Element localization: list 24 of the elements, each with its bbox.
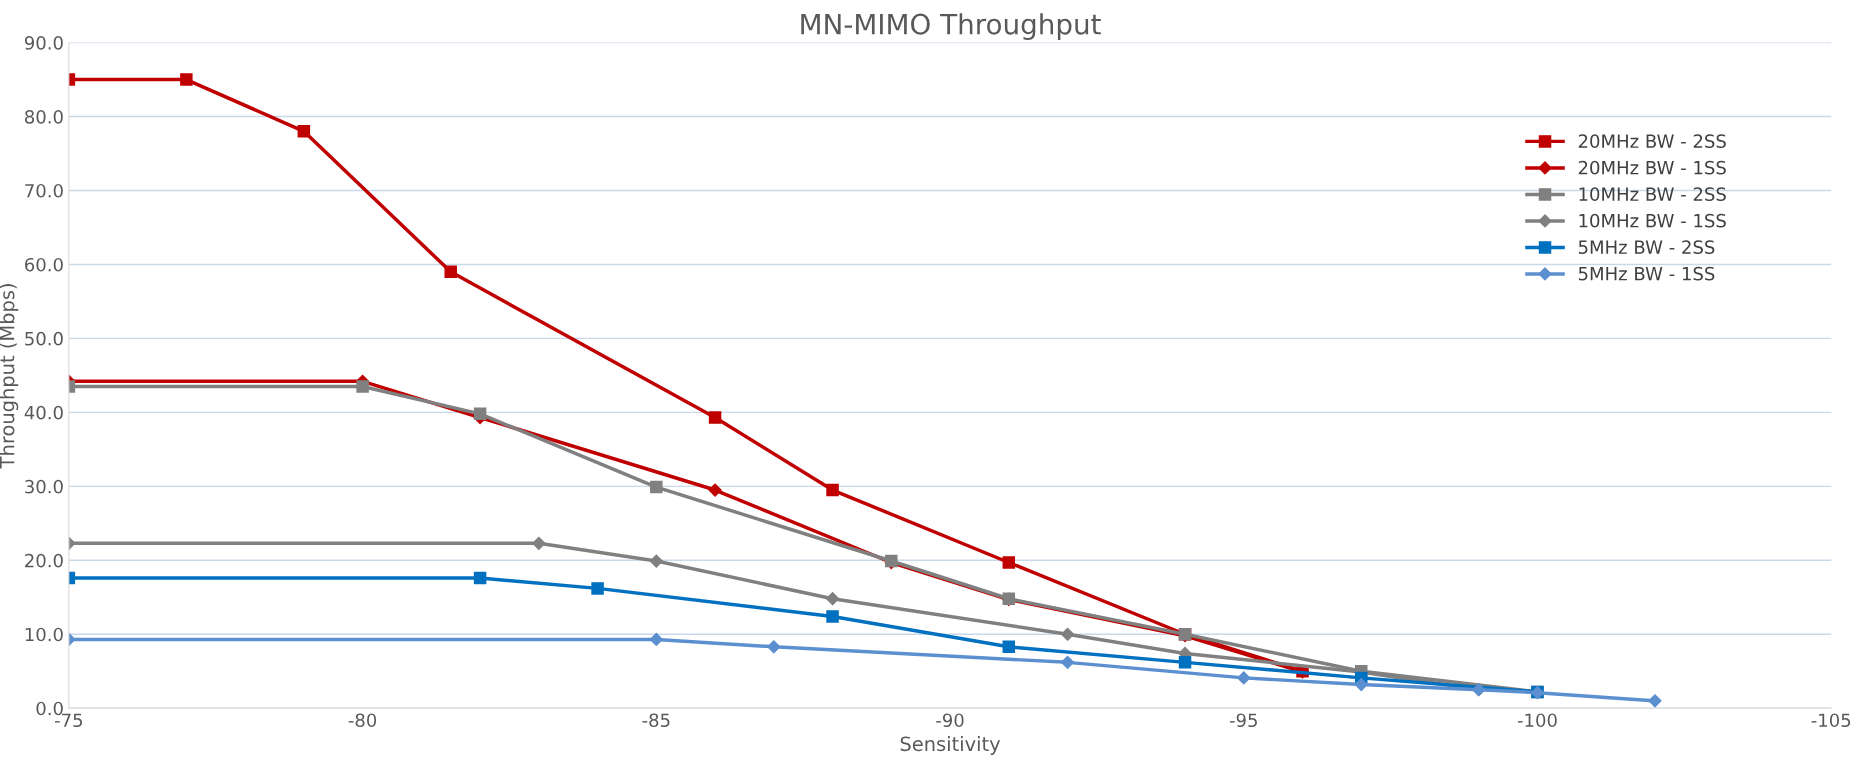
x-tick-label: -95	[1229, 713, 1257, 728]
legend-label: 5MHz BW - 1SS	[1578, 266, 1715, 281]
x-tick-label: -85	[642, 713, 670, 728]
y-tick-label: 20.0	[25, 553, 63, 568]
chart-title: MN-MIMO Throughput	[801, 13, 1101, 41]
y-tick-label: 70.0	[25, 183, 63, 198]
x-tick-label: -100	[1517, 713, 1557, 728]
y-tick-label: 90.0	[24, 36, 63, 50]
y-tick-label: 10.0	[25, 627, 63, 642]
y-tick-label: 50.0	[25, 331, 63, 346]
legend-label: 20MHz BW - 2SS	[1578, 134, 1726, 148]
legend-label: 10MHz BW - 2SS	[1579, 187, 1726, 201]
legend-label: 10MHz BW - 1SS	[1579, 213, 1726, 228]
x-tick-label: -90	[936, 713, 964, 728]
legend-label: 20MHz BW - 1SS	[1578, 160, 1726, 175]
y-tick-label: 80.0	[25, 109, 63, 124]
y-tick-label: 60.0	[25, 257, 63, 272]
legend-label: 5MHz BW - 2SS	[1578, 240, 1715, 254]
y-tick-label: 30.0	[25, 479, 63, 494]
x-axis-title: Sensitivity	[900, 736, 1001, 755]
x-tick-label: -80	[348, 713, 377, 728]
y-axis-title: Throughput (Mbps)	[0, 284, 19, 469]
y-tick-label: 40.0	[24, 405, 63, 420]
x-tick-label: -105	[1811, 713, 1851, 728]
